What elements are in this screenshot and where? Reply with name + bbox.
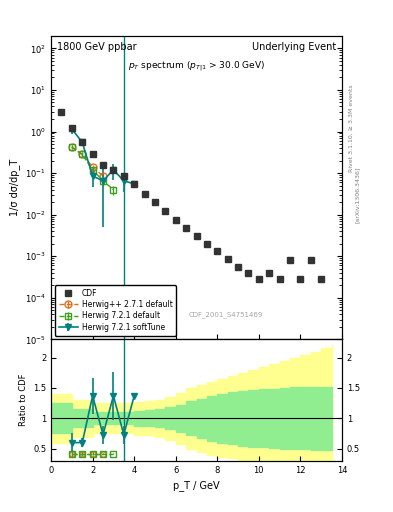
CDF [90,152,95,158]
CDF [277,276,282,282]
Text: [arXiv:1306.3436]: [arXiv:1306.3436] [355,166,360,223]
CDF [204,241,209,247]
CDF [225,256,230,262]
Line: CDF: CDF [59,109,324,282]
CDF [173,217,178,223]
CDF [257,276,261,282]
CDF [163,208,168,215]
Text: 1800 GeV ppbar: 1800 GeV ppbar [57,42,136,52]
CDF [132,181,136,187]
CDF [298,276,303,282]
Text: Underlying Event: Underlying Event [252,42,336,52]
CDF [142,190,147,197]
CDF [236,264,241,270]
CDF [111,167,116,173]
CDF [215,248,220,254]
CDF [70,125,74,131]
CDF [101,161,105,167]
X-axis label: p_T / GeV: p_T / GeV [173,480,220,491]
CDF [80,139,84,145]
CDF [194,233,199,239]
CDF [319,276,323,282]
CDF [152,199,157,205]
CDF [59,109,64,115]
Y-axis label: Ratio to CDF: Ratio to CDF [18,374,28,426]
Text: Rivet 3.1.10, ≥ 3.3M events: Rivet 3.1.10, ≥ 3.3M events [349,84,354,172]
Legend: CDF, Herwig++ 2.7.1 default, Herwig 7.2.1 default, Herwig 7.2.1 softTune: CDF, Herwig++ 2.7.1 default, Herwig 7.2.… [55,285,176,335]
Text: CDF_2001_S4751469: CDF_2001_S4751469 [188,311,263,318]
CDF [184,225,189,231]
CDF [246,270,251,276]
CDF [121,173,126,179]
Text: $p_T$ spectrum ($p_{T|1}$ > 30.0 GeV): $p_T$ spectrum ($p_{T|1}$ > 30.0 GeV) [128,60,265,74]
CDF [309,257,313,263]
CDF [288,257,292,263]
CDF [267,270,272,276]
Y-axis label: 1/σ dσ/dp_T: 1/σ dσ/dp_T [9,159,20,216]
